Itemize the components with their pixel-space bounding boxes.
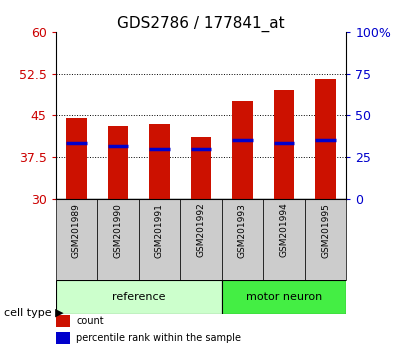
Bar [149, 124, 170, 199]
Bar [56, 315, 70, 327]
Text: reference: reference [112, 292, 166, 302]
Text: GSM201991: GSM201991 [155, 203, 164, 258]
Bar [180, 199, 222, 280]
Bar [305, 199, 346, 280]
Text: percentile rank within the sample: percentile rank within the sample [76, 332, 241, 343]
Bar [263, 199, 305, 280]
Bar [56, 332, 70, 344]
Bar [107, 126, 129, 199]
Bar [66, 118, 87, 199]
Bar [222, 199, 263, 280]
Text: GSM201989: GSM201989 [72, 203, 81, 258]
Bar [56, 280, 222, 314]
Text: GSM201995: GSM201995 [321, 203, 330, 258]
Bar [56, 199, 97, 280]
Bar [274, 90, 295, 199]
Text: motor neuron: motor neuron [246, 292, 322, 302]
Bar [139, 199, 180, 280]
Text: GSM201992: GSM201992 [197, 203, 205, 257]
Text: GSM201990: GSM201990 [113, 203, 123, 258]
Title: GDS2786 / 177841_at: GDS2786 / 177841_at [117, 16, 285, 32]
Bar [315, 79, 336, 199]
Bar [232, 101, 253, 199]
Text: GSM201994: GSM201994 [279, 203, 289, 257]
Bar [191, 137, 211, 199]
Bar [222, 280, 346, 314]
Text: cell type ▶: cell type ▶ [4, 308, 64, 318]
Bar [97, 199, 139, 280]
Text: GSM201993: GSM201993 [238, 203, 247, 258]
Text: count: count [76, 316, 104, 326]
